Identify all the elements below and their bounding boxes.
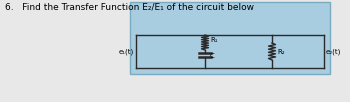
Text: e₁(t): e₁(t) xyxy=(119,48,134,55)
Text: R₂: R₂ xyxy=(277,48,285,54)
Text: e₂(t): e₂(t) xyxy=(326,48,341,55)
Text: 6.   Find the Transfer Function E₂/E₁ of the circuit below: 6. Find the Transfer Function E₂/E₁ of t… xyxy=(5,3,254,12)
Text: R₁: R₁ xyxy=(210,37,217,43)
Text: C: C xyxy=(210,53,215,59)
Bar xyxy=(130,2,330,74)
